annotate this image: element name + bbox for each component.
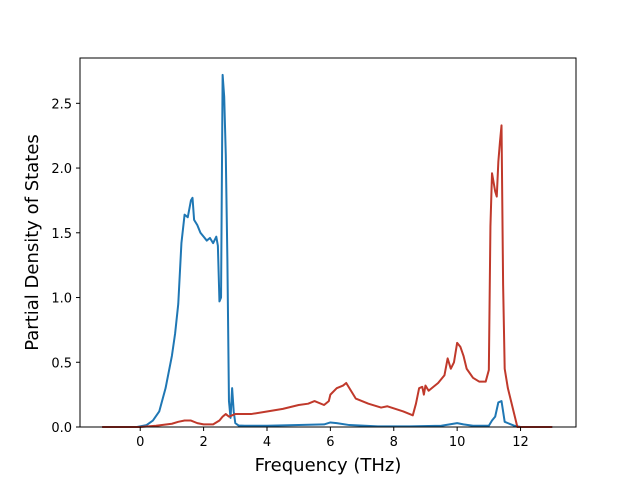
y-tick-label: 1.5	[51, 227, 72, 242]
x-axis-ticks: 0 2 4 6 8 10 12	[136, 427, 529, 450]
y-axis-ticks: 0.0 0.5 1.0 1.5 2.0 2.5	[51, 97, 80, 436]
x-tick-label: 12	[512, 435, 529, 450]
y-tick-label: 2.0	[51, 162, 72, 177]
plot-lines	[102, 73, 553, 428]
y-tick-label: 0.5	[51, 356, 72, 371]
series-line-1	[102, 73, 553, 428]
x-tick-label: 4	[263, 435, 271, 450]
y-axis-title: Partial Density of States	[22, 134, 43, 351]
x-tick-label: 10	[449, 435, 466, 450]
y-tick-label: 1.0	[51, 292, 72, 307]
x-axis-title: Frequency (THz)	[255, 455, 402, 476]
x-tick-label: 2	[199, 435, 207, 450]
x-tick-label: 8	[390, 435, 398, 450]
y-tick-label: 0.0	[51, 421, 72, 436]
plot-frame	[79, 57, 577, 428]
series-line-2	[102, 124, 553, 428]
x-tick-label: 6	[326, 435, 334, 450]
y-tick-label: 2.5	[51, 97, 72, 112]
x-tick-label: 0	[136, 435, 144, 450]
